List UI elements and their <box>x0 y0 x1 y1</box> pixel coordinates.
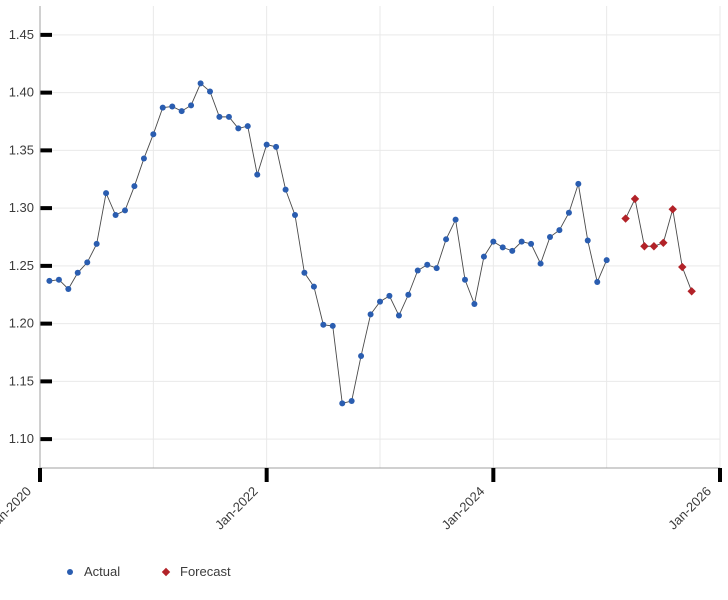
marker-actual <box>424 262 430 268</box>
marker-actual <box>368 311 374 317</box>
y-tick-label: 1.40 <box>9 85 34 100</box>
marker-actual <box>386 293 392 299</box>
marker-actual <box>94 241 100 247</box>
marker-actual <box>122 207 128 213</box>
legend-label-forecast: Forecast <box>180 564 231 579</box>
marker-actual <box>509 248 515 254</box>
marker-actual <box>405 292 411 298</box>
marker-actual <box>235 125 241 131</box>
marker-actual <box>301 270 307 276</box>
marker-actual <box>131 183 137 189</box>
marker-actual <box>207 88 213 94</box>
marker-actual <box>339 400 345 406</box>
marker-actual <box>481 254 487 260</box>
marker-actual <box>103 190 109 196</box>
marker-actual <box>216 114 222 120</box>
x-tick-label: Jan-2022 <box>212 484 261 533</box>
marker-actual <box>198 80 204 86</box>
marker-actual <box>377 299 383 305</box>
x-tick-label: Jan-2026 <box>665 484 714 533</box>
marker-actual <box>169 103 175 109</box>
marker-actual <box>226 114 232 120</box>
marker-actual <box>254 172 260 178</box>
legend-marker-actual <box>67 569 73 575</box>
marker-actual <box>519 239 525 245</box>
marker-actual <box>141 155 147 161</box>
marker-actual <box>75 270 81 276</box>
marker-actual <box>396 313 402 319</box>
marker-actual <box>160 105 166 111</box>
chart-svg: 1.10 1.15 1.20 1.25 1.30 1.35 1.40 1.45 Jan-2020… <box>0 0 728 600</box>
marker-actual <box>604 257 610 263</box>
marker-actual <box>575 181 581 187</box>
y-tick-label: 1.25 <box>9 258 34 273</box>
marker-actual <box>500 244 506 250</box>
marker-actual <box>434 265 440 271</box>
marker-actual <box>462 277 468 283</box>
marker-actual <box>311 284 317 290</box>
marker-actual <box>490 239 496 245</box>
marker-actual <box>56 277 62 283</box>
y-tick-label: 1.35 <box>9 142 34 157</box>
marker-actual <box>179 108 185 114</box>
marker-actual <box>320 322 326 328</box>
marker-actual <box>150 131 156 137</box>
marker-actual <box>528 241 534 247</box>
legend-label-actual: Actual <box>84 564 120 579</box>
marker-actual <box>349 398 355 404</box>
marker-actual <box>273 144 279 150</box>
marker-actual <box>283 187 289 193</box>
x-tick-label: Jan-2024 <box>439 484 488 533</box>
marker-actual <box>188 102 194 108</box>
marker-actual <box>443 236 449 242</box>
marker-actual <box>594 279 600 285</box>
marker-actual <box>585 237 591 243</box>
y-tick-label: 1.45 <box>9 27 34 42</box>
marker-actual <box>453 217 459 223</box>
marker-actual <box>538 261 544 267</box>
y-tick-label: 1.20 <box>9 316 34 331</box>
y-tick-label: 1.15 <box>9 373 34 388</box>
marker-actual <box>556 227 562 233</box>
marker-actual <box>292 212 298 218</box>
y-tick-label: 1.10 <box>9 431 34 446</box>
marker-actual <box>264 142 270 148</box>
marker-actual <box>566 210 572 216</box>
marker-actual <box>65 286 71 292</box>
marker-actual <box>547 234 553 240</box>
marker-actual <box>415 267 421 273</box>
x-tick-label: Jan-2020 <box>0 484 34 533</box>
legend-marker-forecast <box>162 568 170 576</box>
marker-actual <box>245 123 251 129</box>
marker-actual <box>113 212 119 218</box>
marker-actual <box>330 323 336 329</box>
marker-actual <box>46 278 52 284</box>
marker-actual <box>471 301 477 307</box>
marker-actual <box>358 353 364 359</box>
marker-actual <box>84 259 90 265</box>
exchange-rate-chart: 1.10 1.15 1.20 1.25 1.30 1.35 1.40 1.45 Jan-2020… <box>0 0 728 600</box>
y-tick-label: 1.30 <box>9 200 34 215</box>
